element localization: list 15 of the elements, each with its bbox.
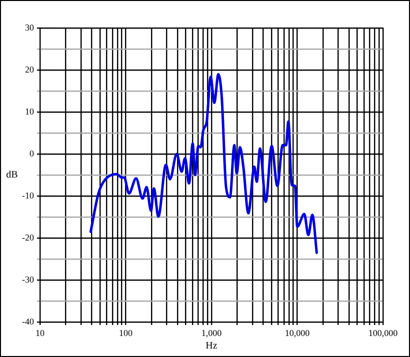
y-tick-label: -40	[22, 316, 34, 326]
y-tick-label: 30	[25, 22, 34, 32]
y-tick-label: -30	[22, 274, 34, 284]
y-tick-label: 10	[25, 106, 34, 116]
y-tick-label: 0	[30, 148, 34, 158]
x-tick-label: 10	[36, 328, 45, 338]
x-tick-label: 100,000	[368, 328, 398, 338]
x-tick-label: 100	[119, 328, 133, 338]
y-tick-label: -20	[22, 232, 34, 242]
y-tick-label: 20	[25, 64, 34, 74]
x-axis-title: Hz	[206, 340, 218, 352]
y-tick-label: -10	[22, 190, 34, 200]
x-tick-label: 10,000	[284, 328, 310, 338]
y-axis-title: dB	[6, 170, 18, 181]
x-tick-label: 1,000	[201, 328, 222, 338]
